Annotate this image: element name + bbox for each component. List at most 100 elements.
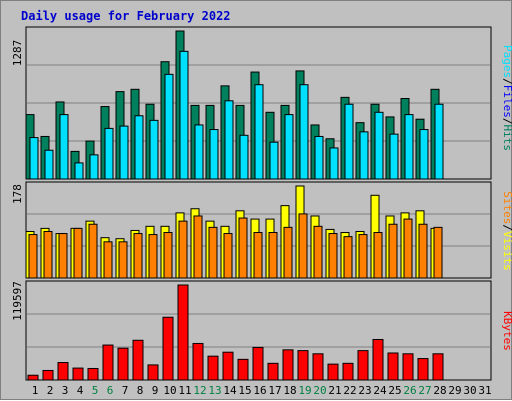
files-bar <box>284 114 294 180</box>
day-label: 4 <box>77 384 84 397</box>
kbytes-bar <box>192 342 204 381</box>
sites-bar <box>193 215 203 279</box>
files-bar <box>104 127 114 180</box>
legend-pages: Pages <box>501 45 512 78</box>
day-label: 22 <box>343 384 356 397</box>
files-bar <box>194 124 204 180</box>
files-bar <box>179 50 189 180</box>
kbytes-bar <box>387 352 399 381</box>
day-label: 2 <box>47 384 54 397</box>
day-label: 29 <box>448 384 461 397</box>
files-bar <box>209 129 219 180</box>
kbytes-bar <box>72 367 84 381</box>
files-bar <box>404 114 414 180</box>
hits-ymax-label: 1287 <box>11 40 24 67</box>
kbytes-bar <box>297 350 309 381</box>
files-bar <box>149 119 159 180</box>
files-bar <box>254 84 264 180</box>
files-bar <box>389 133 399 180</box>
files-bar <box>329 147 339 180</box>
kbytes-ymax-label: 119597 <box>11 281 24 321</box>
day-label: 30 <box>463 384 476 397</box>
kbytes-bar <box>282 349 294 381</box>
files-bar <box>224 100 234 180</box>
sites-bar <box>343 236 353 279</box>
day-label: 8 <box>137 384 144 397</box>
sites-bar <box>268 232 278 279</box>
sites-bar <box>163 232 173 279</box>
day-label: 1 <box>32 384 39 397</box>
sites-bar <box>433 226 443 279</box>
sites-bar <box>118 241 128 279</box>
kbytes-bar <box>87 367 99 381</box>
sites-bar <box>418 223 428 279</box>
sites-bar <box>388 223 398 279</box>
sites-bar <box>208 226 218 279</box>
kbytes-bar <box>42 369 54 381</box>
sites-bar <box>253 232 263 279</box>
legend-visits: Visits <box>501 231 512 271</box>
files-bar <box>314 135 324 180</box>
files-bar <box>59 114 69 180</box>
day-label: 14 <box>223 384 237 397</box>
day-label: 31 <box>478 384 491 397</box>
kbytes-bar <box>57 362 69 381</box>
kbytes-bar <box>237 358 249 381</box>
sites-bar <box>28 234 38 279</box>
kbytes-bar <box>132 339 144 381</box>
sites-bar <box>313 225 323 279</box>
day-label: 27 <box>418 384 431 397</box>
visits-ymax-label: 178 <box>11 184 24 204</box>
files-bar <box>119 125 129 180</box>
kbytes-bar <box>342 362 354 381</box>
legend-kbytes: KBytes <box>501 311 512 351</box>
sites-bar <box>43 230 53 279</box>
sites-bar <box>373 232 383 279</box>
day-label: 20 <box>313 384 326 397</box>
day-label: 15 <box>238 384 251 397</box>
sites-bar <box>58 233 68 279</box>
kbytes-bar <box>27 374 39 381</box>
legend-files: Files <box>501 85 512 118</box>
kbytes-panel: 119597 <box>11 280 492 381</box>
kbytes-bar <box>252 346 264 381</box>
day-label: 26 <box>403 384 416 397</box>
day-label: 19 <box>298 384 311 397</box>
kbytes-bar <box>162 316 174 381</box>
sites-bar <box>223 233 233 279</box>
files-bar <box>419 129 429 180</box>
day-label: 28 <box>433 384 446 397</box>
day-label: 3 <box>62 384 69 397</box>
kbytes-bar <box>372 338 384 381</box>
sites-bar <box>283 226 293 279</box>
sites-bar <box>238 217 248 279</box>
legend-pages-files-hits: Pages/Files/Hits <box>501 45 512 151</box>
day-label: 9 <box>152 384 159 397</box>
sites-bar <box>103 241 113 279</box>
day-label: 25 <box>388 384 401 397</box>
day-label: 23 <box>358 384 371 397</box>
files-bar <box>434 103 444 180</box>
files-bar <box>359 131 369 180</box>
files-bar <box>164 73 174 180</box>
visits-sites-panel: 178 <box>11 181 492 279</box>
kbytes-bar <box>327 363 339 381</box>
legend-sites-visits: Sites/Visits <box>501 191 512 271</box>
files-bar <box>374 111 384 180</box>
kbytes-bar <box>312 353 324 381</box>
files-bar <box>239 134 249 180</box>
day-label: 7 <box>122 384 129 397</box>
files-bar <box>44 149 54 180</box>
day-label: 12 <box>193 384 206 397</box>
sites-bar <box>148 234 158 279</box>
kbytes-bar <box>402 353 414 381</box>
files-bar <box>74 162 84 180</box>
day-label: 16 <box>253 384 266 397</box>
kbytes-bar <box>177 284 189 381</box>
kbytes-bar <box>267 362 279 381</box>
day-label: 17 <box>268 384 281 397</box>
day-label: 24 <box>373 384 387 397</box>
sites-bar <box>133 233 143 279</box>
files-bar <box>299 84 309 180</box>
